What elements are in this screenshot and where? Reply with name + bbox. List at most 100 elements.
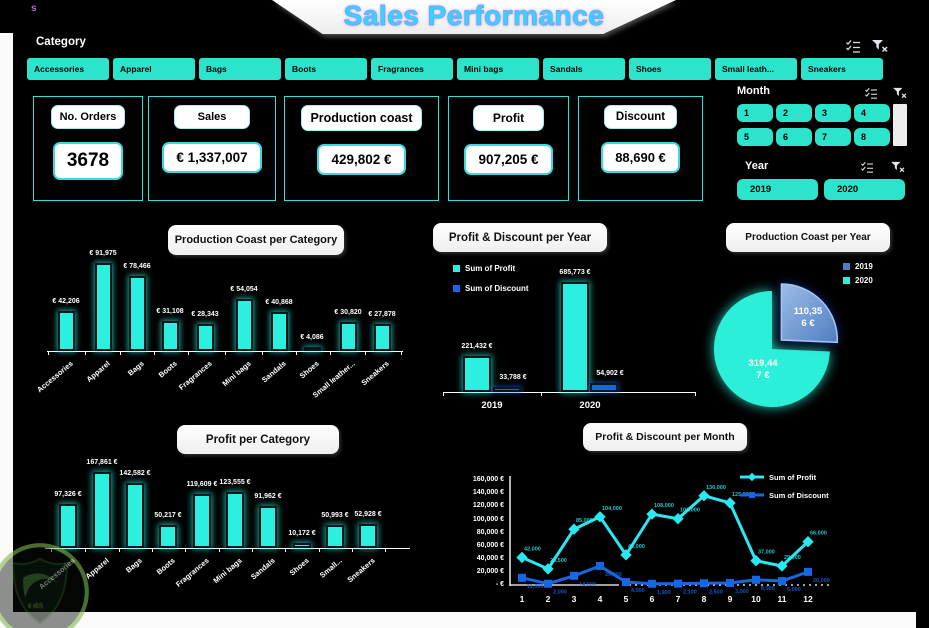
category-button-boots[interactable]: Boots [285, 58, 367, 80]
kpi-card-sales: Sales € 1,337,007 [148, 96, 276, 201]
month-button-7[interactable]: 7 [815, 128, 851, 146]
clear-filter-icon[interactable] [892, 87, 907, 99]
month-slicer-label: Month [737, 85, 770, 97]
multi-select-icon[interactable] [864, 87, 878, 99]
kpi-card-profit: Profit 907,205 € [448, 96, 569, 201]
axis-tick [330, 351, 331, 355]
point-data-label: 2,100 [683, 590, 697, 596]
label-line: 319,44 [748, 358, 778, 369]
x-axis-label: 2019 [481, 400, 503, 411]
month-button-8[interactable]: 8 [854, 128, 890, 146]
bar-data-label: 54,902 € [596, 370, 624, 378]
bottom-margin [0, 612, 916, 628]
point-data-label: 8,000 [761, 586, 775, 592]
kpi-label: Discount [603, 105, 678, 129]
left-margin [0, 33, 13, 628]
chart-title: Profit per Category [177, 425, 339, 454]
x-axis-label: 12 [803, 594, 813, 604]
legend-label: Sum of Profit [465, 264, 516, 273]
marker-square [700, 579, 708, 588]
category-button-fragrances[interactable]: Fragrances [371, 58, 453, 80]
month-slicer-scrollbar[interactable] [893, 104, 907, 146]
chart-title-text: Production Coast per Year [745, 232, 871, 243]
bar-mini-bags [226, 492, 244, 548]
month-button-4[interactable]: 4 [854, 104, 890, 122]
year-slicer-buttons: 2019 2020 [737, 179, 905, 200]
axis-tick [318, 548, 320, 552]
label-line: 7 € [756, 370, 770, 381]
bar-data-label: € 30,820 [334, 308, 362, 316]
point-data-label: 104,000 [602, 506, 622, 512]
x-axis-label: 4 [597, 594, 603, 604]
category-button-bags[interactable]: Bags [199, 58, 281, 80]
chart-production-cost-per-year: Production Coast per Year 110,35 6 € 319,4… [700, 218, 928, 418]
point-data-label: 2,600 [709, 589, 723, 595]
kpi-value: 88,690 € [601, 142, 680, 173]
clear-filter-icon[interactable] [871, 39, 888, 53]
x-axis [45, 548, 410, 549]
legend-item: Sum of Discount [740, 490, 829, 500]
legend-diamond [747, 472, 757, 482]
category-button-accessories[interactable]: Accessories [27, 58, 109, 80]
multi-select-icon[interactable] [860, 161, 874, 173]
point-data-label: 46,000 [628, 544, 645, 550]
legend-marker [740, 472, 764, 482]
bar-accessories [59, 503, 77, 548]
chart-profit-discount-per-month: Profit & Discount per Month - € 20,000 € 4… [440, 420, 925, 625]
bar-data-label: 119,609 € [186, 480, 218, 488]
month-button-6[interactable]: 6 [776, 128, 812, 146]
bar-fragrances [196, 323, 214, 351]
legend-item: 2019 [843, 262, 873, 271]
x-axis [443, 392, 695, 393]
chart-profit-discount-per-year: Profit & Discount per Year Sum of Profit… [430, 218, 715, 418]
kpi-value: € 1,337,007 [162, 142, 262, 173]
bar-sandals [259, 506, 277, 548]
point-data-label: 66,000 [810, 531, 827, 537]
point-data-label: 85,000 [576, 518, 593, 524]
bar-mini-bags [235, 299, 253, 351]
bar-data-label: € 40,868 [265, 298, 293, 306]
axis-tick [351, 548, 353, 552]
month-button-3[interactable]: 3 [815, 104, 851, 122]
y-axis-label: 140,000 € [472, 489, 504, 497]
axis-tick [285, 548, 286, 552]
bar-bags [126, 483, 144, 548]
category-button-small-leath-[interactable]: Small leath... [715, 58, 797, 80]
category-button-shoes[interactable]: Shoes [629, 58, 711, 80]
bar-data-label: € 4,086 [300, 334, 324, 342]
bar-data-label: 50,217 € [154, 512, 182, 520]
chart-title: Production Coast per Year [726, 223, 890, 252]
year-button-2020[interactable]: 2020 [824, 179, 905, 200]
clear-filter-icon[interactable] [890, 161, 905, 173]
year-button-2019[interactable]: 2019 [737, 179, 818, 200]
bar-data-label: € 78,466 [123, 262, 151, 270]
axis-tick [187, 351, 189, 355]
y-axis-label: 60,000 € [476, 541, 504, 549]
chart-title: Profit & Discount per Year [433, 223, 607, 252]
marker-square [804, 567, 812, 576]
category-button-mini-bags[interactable]: Mini bags [457, 58, 539, 80]
category-button-sandals[interactable]: Sandals [543, 58, 625, 80]
bar-data-label: 50,993 € [321, 511, 349, 519]
multi-select-icon[interactable] [845, 39, 861, 53]
axis-tick [365, 351, 366, 355]
legend-square [749, 492, 755, 498]
line-chart-svg: 42,000 24,500 85,000 104,000 46,000 108,000 10… [509, 476, 830, 596]
month-button-1[interactable]: 1 [737, 104, 773, 122]
marker-square [622, 578, 630, 587]
month-button-5[interactable]: 5 [737, 128, 773, 146]
category-button-sneakers[interactable]: Sneakers [801, 58, 883, 80]
legend-marker [740, 492, 764, 498]
chart-title-text: Production Coast per Category [174, 234, 338, 246]
kpi-value: 429,802 € [317, 144, 406, 175]
pie-slice-2019 [780, 283, 839, 344]
bar-data-label: 685,773 € [559, 269, 591, 276]
bar-boots [159, 525, 177, 548]
pie-slice-2020 [713, 291, 830, 407]
pie-label-2020: 319,44 7 € [748, 358, 778, 381]
month-button-2[interactable]: 2 [776, 104, 812, 122]
x-axis-label: 3 [571, 594, 577, 604]
y-axis-label: 100,000 € [472, 515, 504, 523]
legend-swatch [843, 277, 850, 284]
category-button-apparel[interactable]: Apparel [113, 58, 195, 80]
